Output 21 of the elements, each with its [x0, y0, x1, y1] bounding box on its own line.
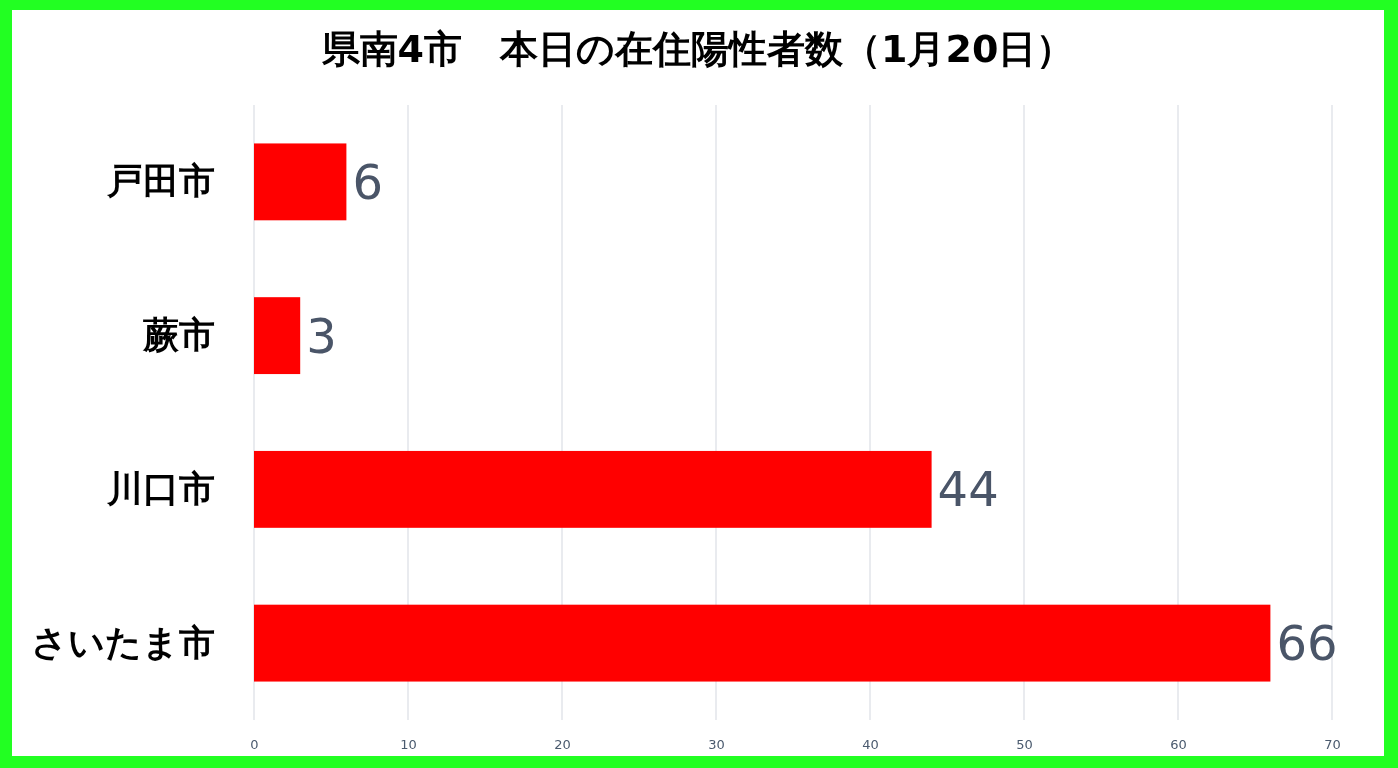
x-tick-label: 30: [708, 737, 725, 753]
bar: [254, 143, 347, 221]
data-label: 66: [1276, 615, 1338, 672]
x-tick-label: 10: [400, 737, 417, 753]
x-tick-label: 40: [862, 737, 879, 753]
bar: [254, 450, 932, 528]
data-label: 44: [937, 461, 999, 518]
data-label: 6: [352, 153, 383, 210]
data-label: 3: [306, 307, 337, 364]
y-tick-label: さいたま市: [31, 621, 215, 663]
x-tick-label: 50: [1016, 737, 1033, 753]
x-tick-label: 0: [250, 737, 259, 753]
x-tick-label: 60: [1170, 737, 1187, 753]
x-tick-label: 70: [1324, 737, 1341, 753]
y-tick-label: 蕨市: [142, 314, 215, 356]
y-tick-label: 戸田市: [106, 160, 215, 202]
x-tick-label: 20: [554, 737, 571, 753]
chart-title: 県南4市 本日の在住陽性者数（1月20日）: [320, 27, 1075, 71]
y-tick-label: 川口市: [106, 467, 215, 509]
bar: [254, 297, 301, 375]
bar: [254, 604, 1271, 682]
